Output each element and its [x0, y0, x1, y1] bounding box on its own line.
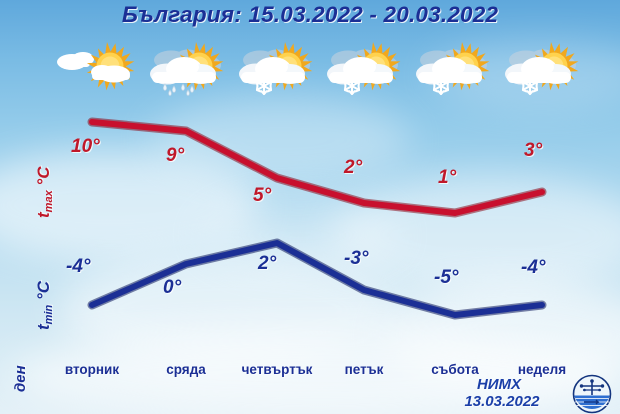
axis-tmin-unit: °C	[34, 280, 53, 305]
day-label-5: събота	[431, 362, 479, 377]
day-label-2: сряда	[166, 362, 206, 377]
axis-label-tmin: tmin °C	[34, 280, 55, 330]
cloud-haze	[330, 175, 620, 295]
sun-cloud-snow-icon	[496, 36, 580, 96]
day-label-3: четвъртък	[241, 362, 313, 377]
cloud-haze	[200, 200, 400, 270]
tmin-value-day-1: -4°	[66, 256, 91, 277]
tmin-line	[89, 240, 545, 318]
tmin-line-outline	[87, 238, 547, 320]
sun-cloud-snow-icon	[407, 36, 491, 96]
day-label-4: петък	[344, 362, 384, 377]
tmin-value-day-6: -4°	[521, 257, 546, 278]
sun-cloud-snow-icon	[230, 36, 314, 96]
page-title: България: 15.03.2022 - 20.03.2022	[121, 2, 499, 27]
tmin-value-day-2: 0°	[163, 277, 182, 298]
axis-label-day: ден	[12, 365, 29, 392]
axis-tmax-unit: °C	[34, 166, 53, 191]
axis-tmin-sub: min	[43, 304, 55, 325]
axis-tmax-t: t	[34, 212, 53, 218]
tmin-value-day-5: -5°	[434, 267, 459, 288]
tmax-value-day-4: 2°	[344, 157, 363, 178]
tmax-line	[89, 119, 545, 216]
cloud-haze	[150, 95, 410, 185]
sun-cloud-snow-icon	[318, 36, 402, 96]
tmax-value-day-2: 9°	[166, 145, 185, 166]
axis-tmin-t: t	[34, 324, 53, 330]
sun-cloud-icon	[52, 36, 136, 96]
tmax-value-day-5: 1°	[438, 167, 457, 188]
day-label-1: вторник	[64, 362, 120, 377]
tmax-value-day-3: 5°	[253, 185, 272, 206]
weather-station-logo-icon	[572, 374, 612, 414]
footer-date: 13.03.2022	[464, 393, 540, 410]
footer-agency-name: НИМХ	[476, 376, 522, 393]
sun-cloud-rain-icon	[141, 36, 225, 96]
tmax-value-day-1: 10°	[71, 136, 100, 157]
axis-tmax-sub: max	[43, 190, 55, 213]
tmin-value-day-4: -3°	[344, 248, 369, 269]
day-label-6: неделя	[517, 362, 567, 377]
axis-label-tmax: tmax °C	[34, 166, 55, 218]
tmin-value-day-3: 2°	[258, 253, 277, 274]
tmax-line-outline	[87, 117, 547, 218]
tmax-value-day-6: 3°	[524, 140, 543, 161]
